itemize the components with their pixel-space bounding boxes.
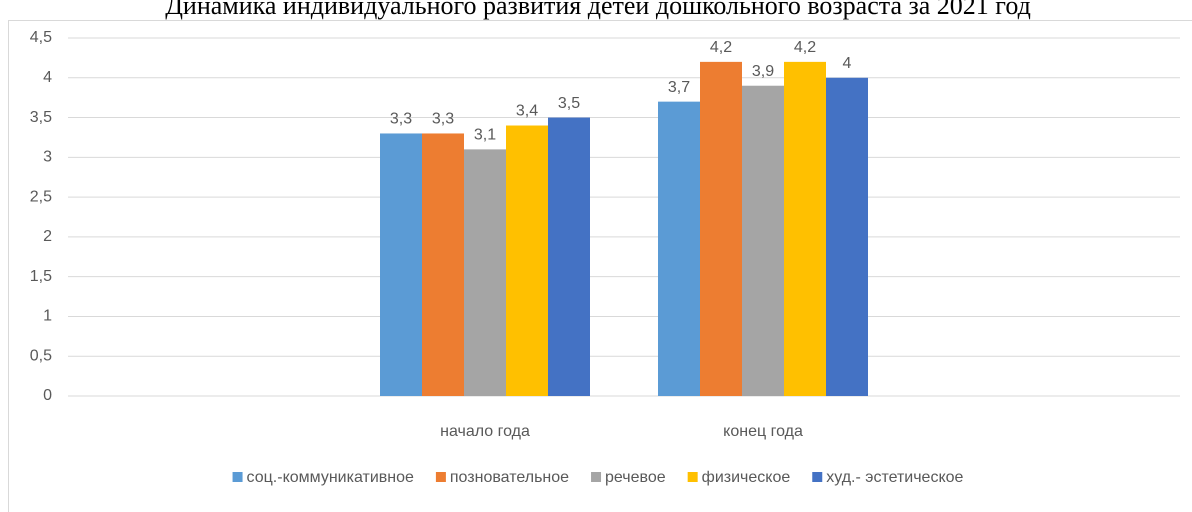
data-label: 4,2 xyxy=(794,39,816,56)
chart-border xyxy=(8,20,1192,512)
bar xyxy=(548,117,590,397)
bar xyxy=(700,61,742,396)
y-tick-label: 1 xyxy=(43,308,52,325)
data-label: 3,7 xyxy=(668,79,690,96)
data-label: 3,3 xyxy=(432,111,454,128)
legend-label: соц.-коммуникативное xyxy=(247,469,414,486)
legend-swatch xyxy=(591,472,602,482)
bar xyxy=(784,61,826,396)
bar xyxy=(464,149,506,396)
data-label: 4,2 xyxy=(710,39,732,56)
chart-title: Динамика индивидуального развития детей … xyxy=(165,0,1031,20)
y-tick-label: 4,5 xyxy=(30,29,52,46)
data-label: 3,9 xyxy=(752,63,774,80)
y-tick-label: 2,5 xyxy=(30,188,52,205)
data-label: 3,1 xyxy=(474,127,496,144)
bar xyxy=(826,77,868,397)
bar xyxy=(422,133,464,396)
x-tick-label: конец года xyxy=(723,423,803,440)
y-tick-label: 1,5 xyxy=(30,268,52,285)
legend-label: худ.- эстетическое xyxy=(826,469,963,486)
y-tick-label: 3,5 xyxy=(30,109,52,126)
data-label: 3,3 xyxy=(390,111,412,128)
data-label: 3,4 xyxy=(516,103,538,120)
y-tick-label: 2 xyxy=(43,228,52,245)
legend-swatch xyxy=(812,472,823,482)
data-label: 4 xyxy=(843,55,852,72)
y-tick-label: 4 xyxy=(43,69,52,86)
y-tick-label: 0 xyxy=(43,387,52,404)
legend-label: позновательное xyxy=(450,469,569,486)
legend-swatch xyxy=(435,472,446,482)
x-tick-label: начало года xyxy=(440,423,530,440)
bar xyxy=(506,125,548,396)
bar xyxy=(742,85,784,396)
y-tick-label: 0,5 xyxy=(30,347,52,364)
data-label: 3,5 xyxy=(558,95,580,112)
legend-label: физическое xyxy=(702,469,791,486)
bar xyxy=(380,133,422,396)
bar xyxy=(658,101,700,397)
legend-swatch xyxy=(232,472,243,482)
y-tick-label: 3 xyxy=(43,149,52,166)
legend-swatch xyxy=(687,472,698,482)
legend-label: речевое xyxy=(605,469,666,486)
